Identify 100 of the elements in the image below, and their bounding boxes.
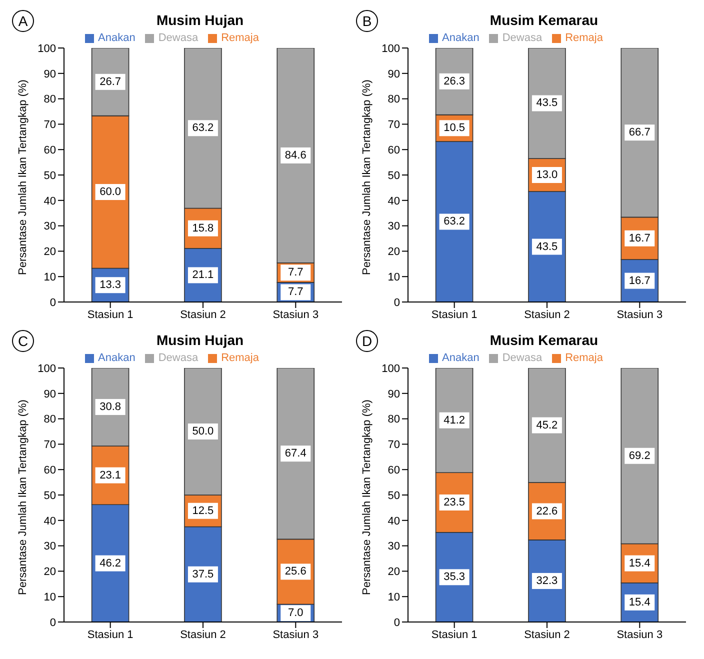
y-tick-label: 70 [388, 119, 400, 132]
x-tick-label: Stasiun 2 [524, 308, 570, 321]
y-tick-label: 100 [382, 362, 400, 375]
y-tick-label: 20 [44, 566, 56, 578]
y-tick-label: 40 [388, 195, 400, 208]
y-tick-label: 0 [50, 616, 56, 629]
y-tick-label: 40 [44, 195, 56, 208]
legend-label: Anakan [98, 352, 136, 364]
data-label: 43.5 [536, 240, 558, 253]
y-tick-label: 90 [388, 68, 400, 80]
x-tick-label: Stasiun 3 [272, 628, 319, 641]
y-tick-label: 100 [382, 42, 400, 55]
x-tick-label: Stasiun 1 [431, 308, 478, 321]
y-tick-label: 20 [44, 246, 56, 258]
y-tick-label: 50 [44, 170, 56, 182]
legend-label: Anakan [98, 32, 136, 44]
data-label: 13.0 [536, 169, 558, 181]
y-tick-label: 80 [44, 94, 56, 106]
data-label: 84.6 [284, 149, 306, 162]
x-tick-label: Stasiun 3 [616, 628, 663, 641]
x-tick-label: Stasiun 1 [87, 308, 134, 321]
data-label: 15.8 [192, 222, 214, 234]
y-tick-label: 50 [44, 490, 56, 502]
data-label: 12.5 [192, 504, 214, 517]
chart-title: Musim Kemarau [488, 12, 600, 28]
circle-outline: D [356, 330, 378, 352]
data-label: 25.6 [284, 566, 306, 578]
data-label: 46.2 [100, 557, 122, 570]
legend-label: Remaja [565, 352, 603, 364]
y-tick-label: 100 [38, 42, 56, 55]
data-label: 26.7 [100, 76, 122, 88]
data-label: 23.5 [444, 496, 466, 508]
data-label: 13.3 [100, 279, 122, 292]
data-label: 43.5 [536, 97, 558, 110]
data-label: 16.7 [628, 232, 650, 244]
data-label: 21.1 [192, 269, 214, 282]
data-label: 37.5 [192, 568, 214, 580]
y-tick-label: 90 [388, 388, 400, 400]
y-tick-label: 70 [44, 439, 56, 452]
y-tick-label: 30 [44, 220, 56, 233]
data-label: 45.2 [536, 419, 558, 432]
chart-title: Musim Hujan [155, 12, 245, 28]
y-tick-label: 60 [388, 464, 400, 477]
x-tick-label: Stasiun 1 [431, 628, 478, 641]
y-tick-label: 20 [388, 566, 400, 578]
legend-label: Dewasa [502, 32, 542, 44]
y-tick-label: 90 [44, 68, 56, 80]
y-tick-label: 30 [44, 540, 56, 553]
x-tick-label: Stasiun 3 [616, 308, 663, 321]
data-label: 10.5 [444, 122, 466, 134]
circle-outline: A [12, 10, 34, 32]
data-label: 30.8 [100, 400, 122, 413]
legend-label: Remaja [221, 352, 259, 364]
chart-title: Musim Kemarau [488, 332, 600, 348]
data-label: 35.3 [444, 571, 466, 584]
data-label: 7.0 [288, 607, 304, 620]
data-label: 26.3 [444, 75, 466, 88]
y-tick-label: 90 [44, 388, 56, 400]
y-tick-label: 70 [388, 439, 400, 452]
x-tick-label: Stasiun 2 [524, 628, 570, 641]
y-tick-label: 30 [388, 220, 400, 233]
x-tick-label: Stasiun 2 [180, 308, 226, 321]
y-axis-title: Persantase Jumlah Ikan Tertangkap (%) [360, 80, 373, 275]
y-axis-title: Persantase Jumlah Ikan Tertangkap (%) [360, 400, 373, 595]
data-label: 23.1 [100, 469, 122, 482]
circle-outline: B [356, 10, 378, 32]
chart-title: Musim Hujan [155, 332, 245, 348]
y-tick-label: 60 [44, 144, 56, 157]
y-tick-label: 0 [394, 296, 400, 309]
data-label: 15.4 [628, 557, 650, 570]
legend-label: Dewasa [158, 32, 198, 44]
y-tick-label: 0 [50, 296, 56, 309]
legend-label: Dewasa [502, 352, 542, 364]
y-tick-label: 80 [388, 94, 400, 106]
circle-outline: C [12, 330, 34, 352]
y-tick-label: 60 [388, 144, 400, 157]
y-tick-label: 20 [388, 246, 400, 258]
data-label: 32.3 [536, 574, 558, 587]
legend-label: Anakan [442, 352, 480, 364]
y-tick-label: 50 [388, 170, 400, 182]
y-tick-label: 10 [44, 272, 56, 284]
y-tick-label: 80 [44, 414, 56, 426]
y-axis-title: Persantase Jumlah Ikan Tertangkap (%) [16, 400, 29, 595]
y-tick-label: 10 [388, 272, 400, 284]
data-label: 67.4 [284, 448, 306, 460]
data-label: 16.7 [628, 274, 650, 287]
y-tick-label: 80 [388, 414, 400, 426]
legend-label: Remaja [565, 32, 603, 44]
legend-label: Anakan [442, 32, 480, 44]
y-tick-label: 40 [44, 515, 56, 528]
data-label: 15.4 [628, 596, 650, 608]
y-tick-label: 60 [44, 464, 56, 477]
data-label: 7.7 [288, 286, 304, 298]
data-label: 66.7 [628, 126, 650, 139]
data-label: 7.7 [288, 266, 304, 279]
data-label: 41.2 [444, 414, 466, 426]
y-tick-label: 10 [388, 592, 400, 604]
y-axis-title: Persantase Jumlah Ikan Tertangkap (%) [16, 80, 29, 275]
y-tick-label: 10 [44, 592, 56, 604]
x-tick-label: Stasiun 1 [87, 628, 134, 641]
